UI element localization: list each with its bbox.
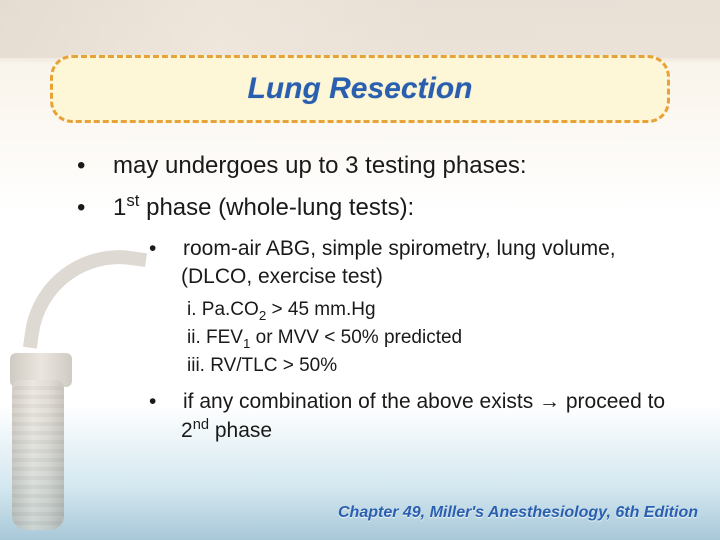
bullet-text: 1st phase (whole-lung tests): [113, 194, 414, 221]
bullet-dot-icon: • [95, 192, 113, 224]
bullet-lvl2: •room-air ABG, simple spirometry, lung v… [165, 235, 690, 292]
bullet-dot-icon: • [165, 388, 183, 416]
criterion-text: ii. FEV1 or MVV < 50% predicted [187, 327, 462, 348]
list-item-roman: iii. RV/TLC > 50% [187, 353, 690, 379]
bullet-lvl1: •may undergoes up to 3 testing phases: [95, 150, 690, 182]
top-photo-strip [0, 0, 720, 58]
list-item-roman: ii. FEV1 or MVV < 50% predicted [187, 325, 690, 351]
bullet-dot-icon: • [165, 235, 183, 263]
bullet-lvl2: •if any combination of the above exists … [165, 388, 690, 445]
bullet-dot-icon: • [95, 150, 113, 182]
bullet-text: if any combination of the above exists →… [181, 390, 665, 441]
slide-title: Lung Resection [247, 72, 472, 106]
criterion-text: iii. RV/TLC > 50% [187, 355, 337, 376]
criterion-text: i. Pa.CO2 > 45 mm.Hg [187, 299, 376, 320]
slide-content: •may undergoes up to 3 testing phases: •… [95, 150, 690, 451]
bullet-text: room-air ABG, simple spirometry, lung vo… [181, 237, 616, 288]
bullet-lvl1: •1st phase (whole-lung tests): [95, 192, 690, 224]
bullet-text: may undergoes up to 3 testing phases: [113, 152, 527, 179]
list-item-roman: i. Pa.CO2 > 45 mm.Hg [187, 297, 690, 323]
title-box: Lung Resection [50, 55, 670, 123]
citation-footer: Chapter 49, Miller's Anesthesiology, 6th… [338, 504, 698, 522]
